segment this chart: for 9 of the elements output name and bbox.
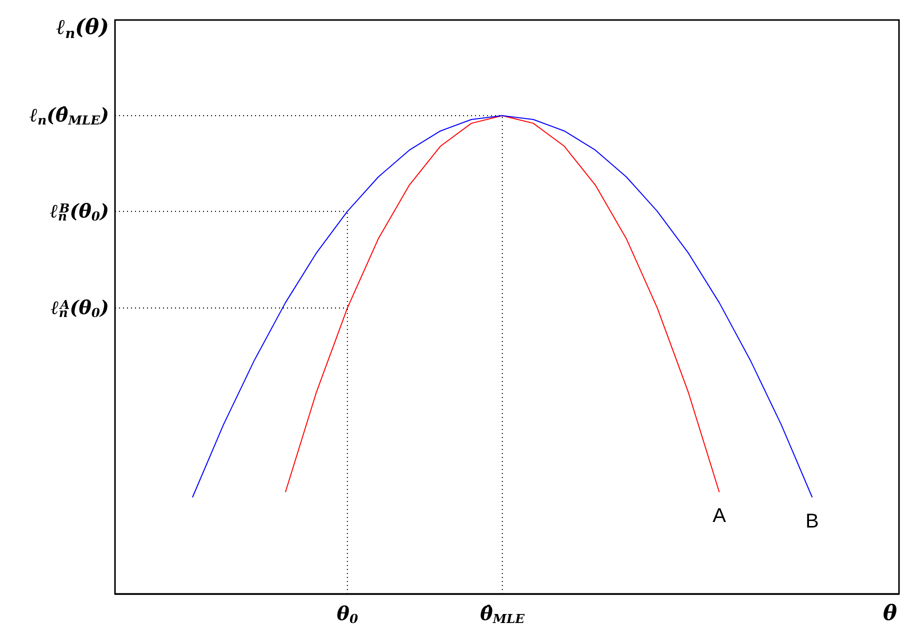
y-axis-title: ℓ$_{n}$(θ) — [56, 14, 109, 42]
x-tick-label: θ$_{0}$ — [336, 603, 358, 626]
x-axis-title: θ — [882, 600, 897, 625]
series-label: A — [712, 505, 727, 528]
annotation: ℓ$_{n}$$^{A}$(θ$_{0}$) — [50, 296, 109, 320]
annotation: ℓ$_{n}$(θ̂$_{MLE}$) — [29, 104, 109, 128]
x-tick-label: θ̂$_{MLE}$ — [480, 603, 526, 626]
series-label: B — [806, 510, 819, 532]
annotation: ℓ$_{n}$$^{B}$(θ$_{0}$) — [50, 200, 109, 224]
